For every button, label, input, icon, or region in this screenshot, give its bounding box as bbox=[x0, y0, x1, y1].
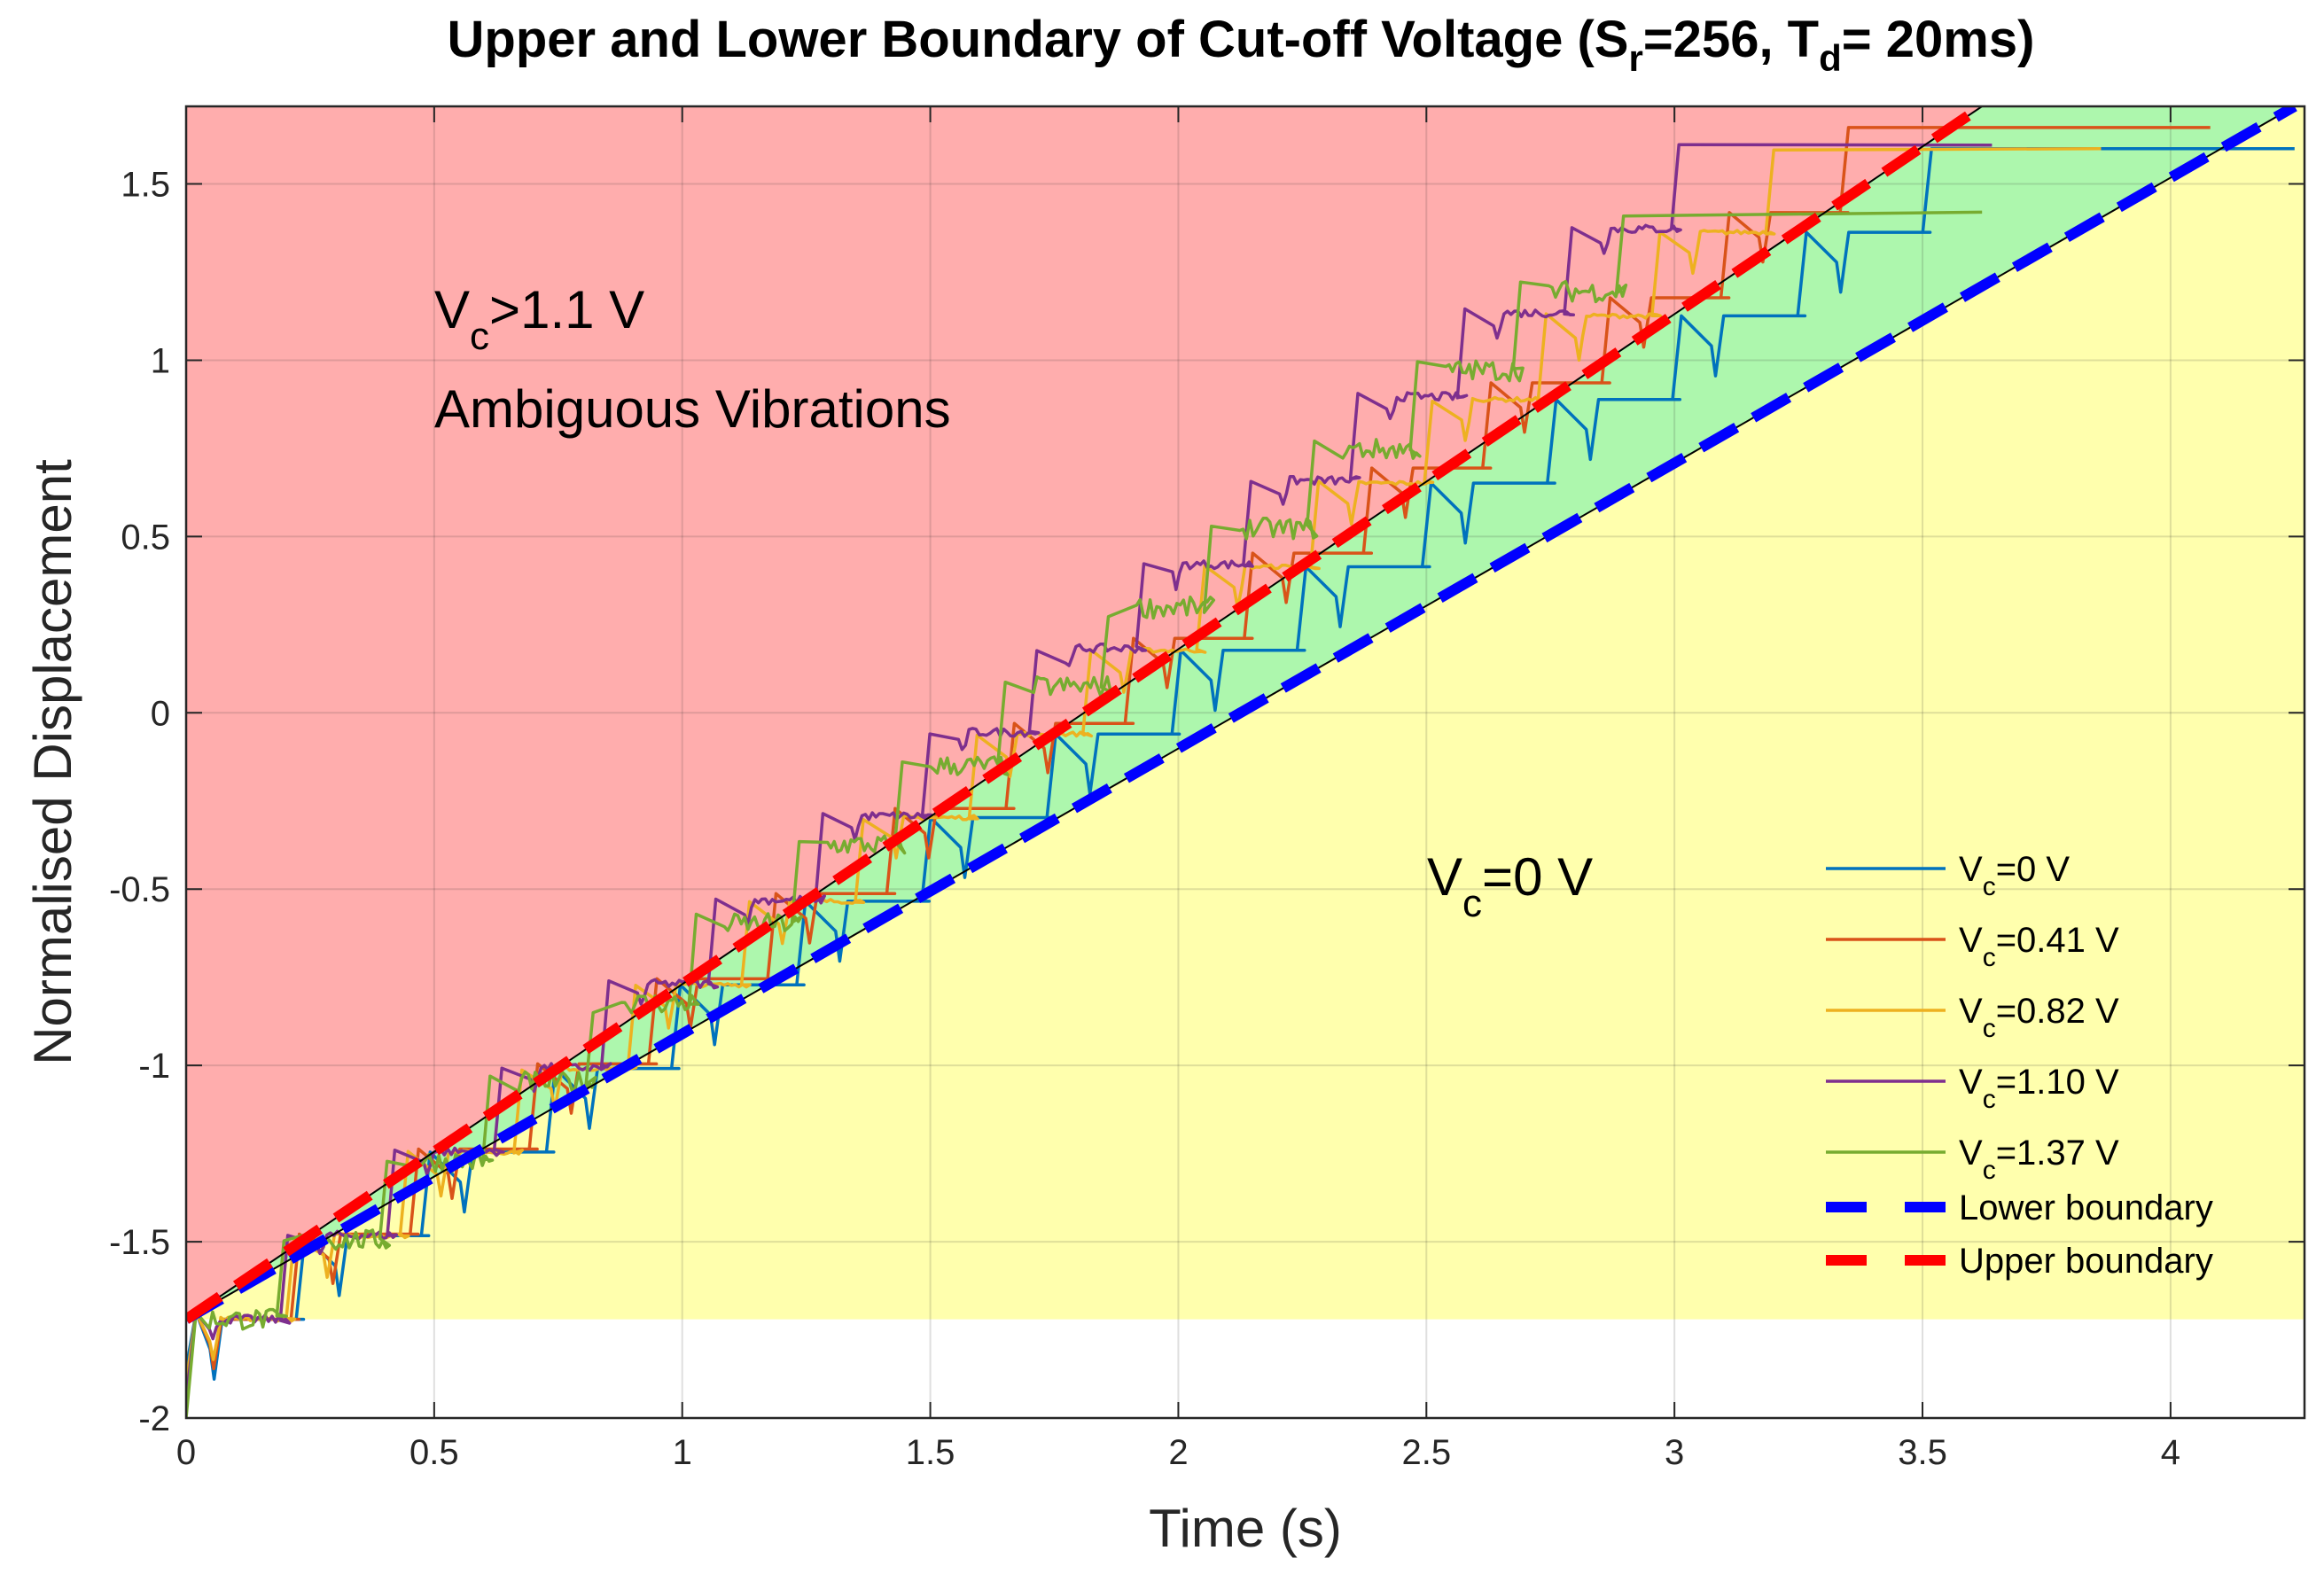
x-tick-label: 1.5 bbox=[906, 1433, 955, 1472]
legend-label: Vc=0.82 V bbox=[1959, 992, 2119, 1043]
y-tick-label: 0 bbox=[151, 694, 170, 733]
boundaries-group bbox=[186, 106, 2297, 1324]
x-tick-label: 1 bbox=[673, 1433, 692, 1472]
x-tick-label: 2.5 bbox=[1401, 1433, 1451, 1472]
legend-label: Lower boundary bbox=[1959, 1188, 2213, 1227]
legend-label: Upper boundary bbox=[1959, 1242, 2213, 1281]
legend: Vc=0 V Vc=0.41 V Vc=0.82 V Vc=1.10 V Vc=1.37… bbox=[1826, 850, 2213, 1281]
legend-label: Vc=0.41 V bbox=[1959, 921, 2119, 972]
annotation-ambiguous-vibrations: Ambiguous Vibrations bbox=[434, 379, 951, 439]
series-line bbox=[186, 210, 1983, 1418]
y-tick-label: -0.5 bbox=[109, 870, 170, 909]
y-tick-label: 0.5 bbox=[121, 518, 170, 557]
chart-title: Upper and Lower Boundary of Cut-off Volt… bbox=[448, 11, 2035, 79]
x-tick-label: 0.5 bbox=[409, 1433, 459, 1472]
legend-label: Vc=1.10 V bbox=[1959, 1063, 2119, 1114]
x-axis-label: Time (s) bbox=[1149, 1499, 1342, 1558]
annotation-upper-region: Vc>1.1 V bbox=[434, 280, 644, 358]
x-tick-label: 0 bbox=[176, 1433, 196, 1472]
y-axis-label: Normalised Displacement bbox=[23, 459, 82, 1065]
x-tick-label: 3 bbox=[1665, 1433, 1684, 1472]
y-tick-label: -1 bbox=[138, 1047, 170, 1086]
x-tick-label: 2 bbox=[1168, 1433, 1188, 1472]
lower-boundary-line bbox=[186, 106, 2297, 1324]
legend-label: Vc=0 V bbox=[1959, 850, 2070, 901]
y-axis: -2 -1.5 -1 -0.5 0 0.5 1 1.5 bbox=[109, 166, 2305, 1438]
annotation-lower-region: Vc=0 V bbox=[1427, 847, 1593, 925]
x-tick-label: 4 bbox=[2161, 1433, 2180, 1472]
y-tick-label: -1.5 bbox=[109, 1223, 170, 1262]
axes-box bbox=[184, 105, 2306, 1420]
x-tick-label: 3.5 bbox=[1898, 1433, 1947, 1472]
y-tick-label: 1 bbox=[151, 341, 170, 380]
upper-reference-line bbox=[186, 106, 1983, 1321]
legend-label: Vc=1.37 V bbox=[1959, 1134, 2119, 1185]
x-axis: 0 0.5 1 1.5 2 2.5 3 3.5 4 bbox=[176, 106, 2180, 1472]
y-tick-label: -2 bbox=[138, 1399, 170, 1438]
y-tick-label: 1.5 bbox=[121, 166, 170, 205]
